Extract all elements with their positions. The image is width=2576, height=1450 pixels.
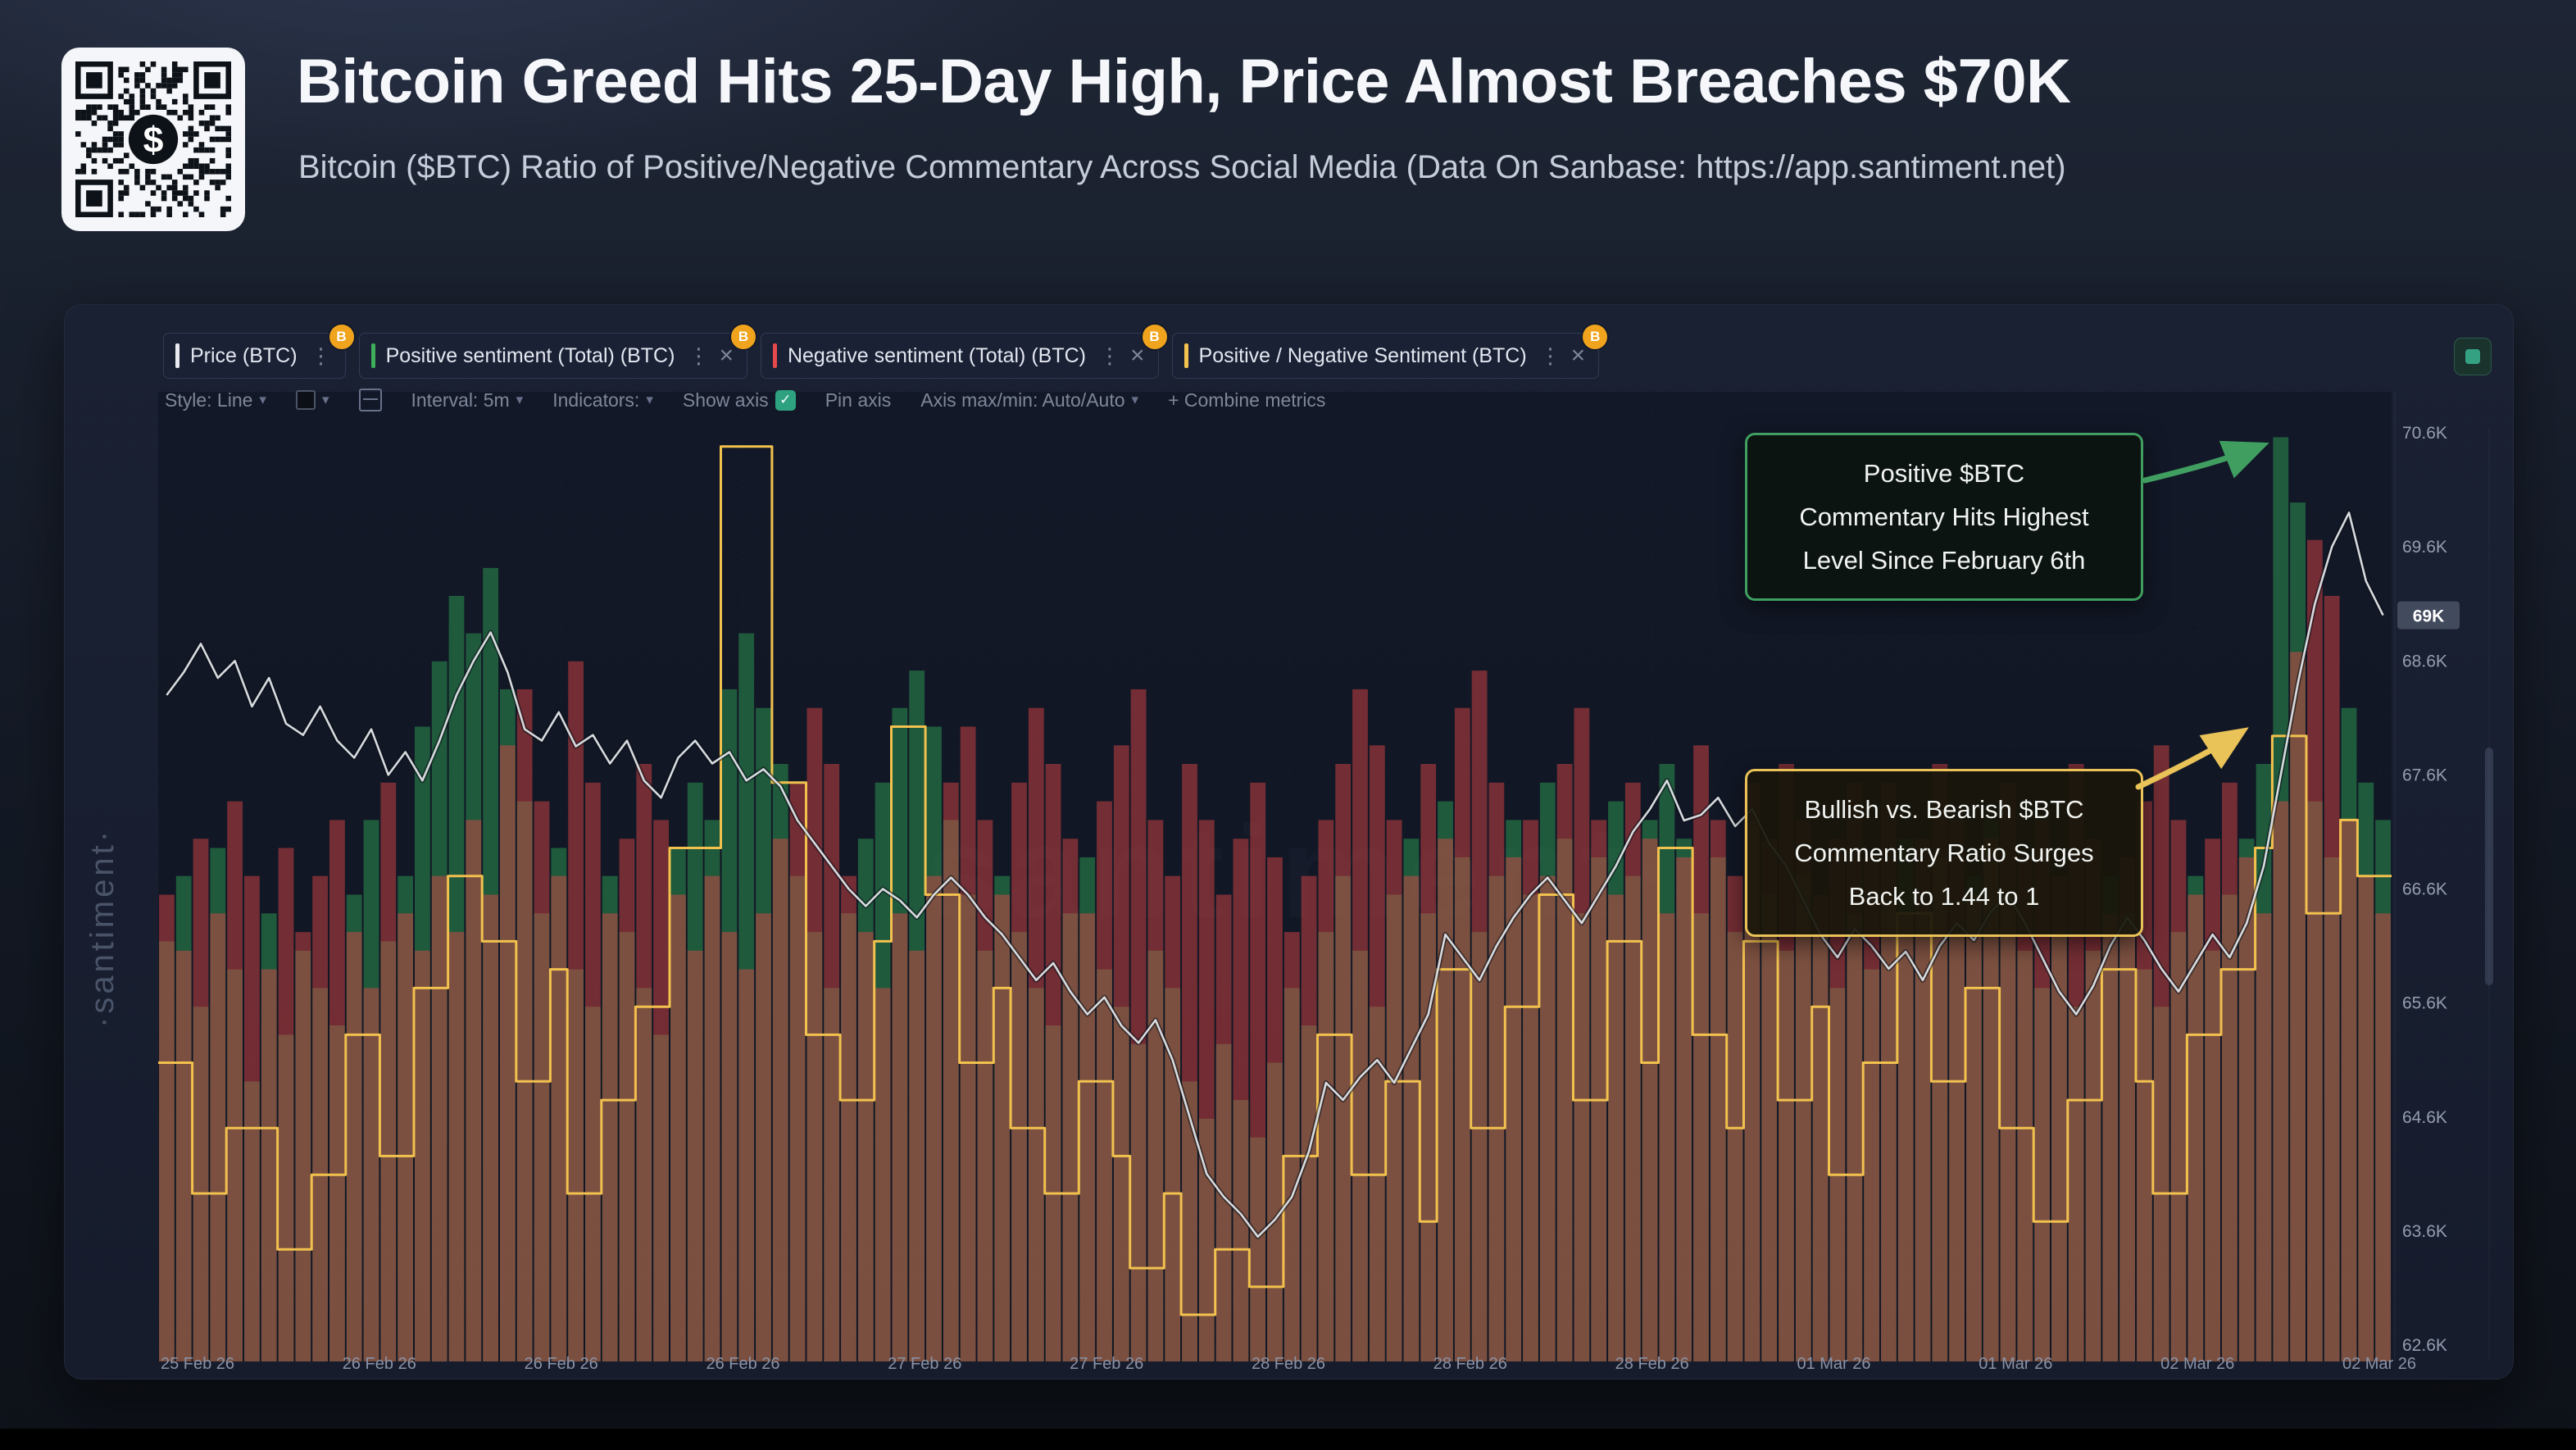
negative-color-indicator (772, 343, 777, 368)
svg-text:65.6K: 65.6K (2402, 994, 2447, 1013)
chevron-down-icon: ▾ (321, 392, 329, 407)
show-axis-checkbox[interactable]: ✓ (775, 389, 796, 411)
svg-text:01 Mar 26: 01 Mar 26 (1979, 1355, 2052, 1373)
annotation-sentiment-ratio: Bullish vs. Bearish $BTC Commentary Rati… (1745, 769, 2143, 937)
svg-text:26 Feb 26: 26 Feb 26 (706, 1355, 779, 1373)
close-icon[interactable]: × (1129, 342, 1145, 369)
chevron-down-icon: ▾ (259, 392, 266, 407)
annotation-line: Commentary Hits Highest (1799, 502, 2089, 531)
metric-tab-negative-sentiment[interactable]: Negative sentiment (Total) (BTC) ⋮ × B (760, 323, 1169, 379)
dollar-icon: $ (143, 120, 164, 161)
annotation-line: Bullish vs. Bearish $BTC (1804, 795, 2084, 824)
annotation-line: Commentary Ratio Surges (1794, 839, 2094, 867)
svg-text:26 Feb 26: 26 Feb 26 (525, 1355, 598, 1373)
interval-selector[interactable]: Interval: 5m ▾ (411, 389, 524, 411)
svg-text:63.6K: 63.6K (2402, 1222, 2447, 1241)
annotation-positive-commentary: Positive $BTC Commentary Hits Highest Le… (1745, 433, 2143, 601)
svg-text:02 Mar 26: 02 Mar 26 (2342, 1355, 2416, 1373)
svg-text:25 Feb 26: 25 Feb 26 (161, 1355, 234, 1373)
show-axis-toggle[interactable]: Show axis ✓ (683, 389, 796, 411)
indicators-selector[interactable]: Indicators: ▾ (552, 389, 653, 411)
svg-text:28 Feb 26: 28 Feb 26 (1252, 1355, 1325, 1373)
metric-tab-positive-sentiment[interactable]: Positive sentiment (Total) (BTC) ⋮ × B (358, 323, 757, 379)
annotation-line: Back to 1.44 to 1 (1848, 882, 2040, 911)
svg-text:66.6K: 66.6K (2402, 880, 2447, 899)
qr-code-image: $ (75, 61, 231, 217)
axis-maxmin-selector[interactable]: Axis max/min: Auto/Auto ▾ (920, 389, 1139, 411)
style-selector[interactable]: Style: Line ▾ (165, 389, 266, 411)
svg-text:27 Feb 26: 27 Feb 26 (888, 1355, 961, 1373)
metric-tab-price[interactable]: Price (BTC) ⋮ B (163, 323, 356, 379)
metric-label: Price (BTC) (190, 343, 298, 367)
bitcoin-badge-icon: B (729, 323, 757, 351)
annotation-line: Level Since February 6th (1802, 546, 2086, 575)
positive-color-indicator (370, 343, 375, 368)
qr-code: $ (61, 48, 245, 231)
bitcoin-badge-icon: B (327, 323, 356, 351)
svg-text:28 Feb 26: 28 Feb 26 (1615, 1355, 1689, 1373)
color-swatch-icon (295, 390, 316, 410)
svg-text:26 Feb 26: 26 Feb 26 (343, 1355, 416, 1373)
more-options-icon[interactable]: ⋮ (310, 343, 332, 368)
page-title: Bitcoin Greed Hits 25-Day High, Price Al… (297, 47, 2071, 116)
close-icon[interactable]: × (719, 342, 734, 369)
svg-text:62.6K: 62.6K (2402, 1336, 2447, 1355)
more-options-icon[interactable]: ⋮ (1539, 343, 1561, 368)
annotation-line: Positive $BTC (1863, 459, 2025, 488)
chart-toolbar: Style: Line ▾ ▾ Interval: 5m ▾ Indicator… (165, 389, 1325, 411)
close-icon[interactable]: × (1570, 342, 1586, 369)
pin-axis-toggle[interactable]: Pin axis (825, 389, 892, 411)
metric-label: Positive sentiment (Total) (BTC) (385, 343, 675, 367)
svg-text:01 Mar 26: 01 Mar 26 (1797, 1355, 1870, 1373)
svg-text:67.6K: 67.6K (2402, 766, 2447, 784)
series-color-picker[interactable]: ▾ (295, 390, 329, 410)
svg-text:28 Feb 26: 28 Feb 26 (1433, 1355, 1507, 1373)
bitcoin-badge-icon: B (1581, 323, 1610, 351)
svg-text:68.6K: 68.6K (2402, 652, 2447, 670)
more-options-icon[interactable]: ⋮ (688, 343, 710, 368)
svg-text:64.6K: 64.6K (2402, 1108, 2447, 1127)
svg-text:69.6K: 69.6K (2402, 538, 2447, 557)
chart-layout-button[interactable] (358, 389, 382, 411)
ratio-color-indicator (1184, 343, 1188, 368)
chevron-down-icon: ▾ (646, 392, 653, 407)
chart-panel: ·santiment· santiment· 70.6K69.6K68.6K67… (64, 304, 2514, 1380)
bitcoin-badge-icon: B (1140, 323, 1169, 351)
metric-label: Negative sentiment (Total) (BTC) (787, 343, 1086, 367)
svg-text:70.6K: 70.6K (2402, 424, 2447, 443)
metric-tabs: Price (BTC) ⋮ B Positive sentiment (Tota… (163, 323, 1610, 379)
chevron-down-icon: ▾ (516, 392, 524, 407)
svg-text:69K: 69K (2413, 607, 2445, 626)
combine-metrics-button[interactable]: + Combine metrics (1168, 389, 1326, 411)
chart-layout-icon (358, 389, 382, 411)
svg-text:02 Mar 26: 02 Mar 26 (2160, 1355, 2234, 1373)
chevron-down-icon: ▾ (1131, 392, 1139, 407)
metric-label: Positive / Negative Sentiment (BTC) (1198, 343, 1527, 367)
panel-action-button[interactable] (2454, 338, 2492, 375)
more-options-icon[interactable]: ⋮ (1098, 343, 1120, 368)
price-color-indicator (175, 343, 179, 368)
letterbox-bottom (0, 1429, 2576, 1450)
metric-tab-sentiment-ratio[interactable]: Positive / Negative Sentiment (BTC) ⋮ × … (1171, 323, 1610, 379)
sentiment-price-chart[interactable]: 70.6K 69.6K 68.6K 67.6K 66.6K 65.6K 64.6K 63.6K… (65, 305, 2513, 1379)
svg-text:27 Feb 26: 27 Feb 26 (1070, 1355, 1143, 1373)
snapshot-icon (2465, 349, 2480, 364)
page-subtitle: Bitcoin ($BTC) Ratio of Positive/Negativ… (298, 149, 2066, 185)
